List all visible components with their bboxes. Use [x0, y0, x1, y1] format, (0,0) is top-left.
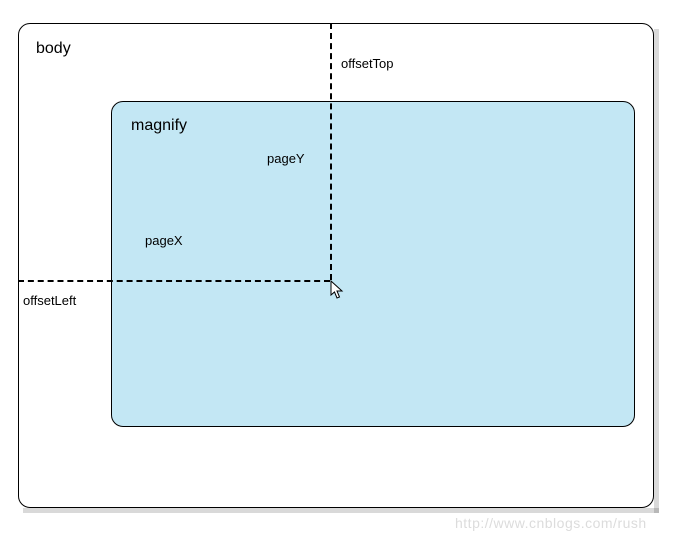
vertical-dashed-line: [330, 23, 332, 280]
shadow-bottom: [23, 508, 659, 513]
magnify-box: [111, 101, 635, 427]
shadow-right: [654, 29, 659, 513]
body-label: body: [36, 40, 71, 58]
diagram-canvas: body magnify offsetTop pageY pageX offse…: [0, 0, 678, 536]
magnify-label: magnify: [131, 117, 187, 135]
cursor-icon: [330, 280, 346, 300]
offset-left-label: offsetLeft: [23, 293, 76, 308]
page-x-label: pageX: [145, 233, 183, 248]
horizontal-dashed-line: [18, 280, 330, 282]
offset-top-label: offsetTop: [341, 56, 394, 71]
watermark-text: http://www.cnblogs.com/rush: [455, 515, 647, 531]
page-y-label: pageY: [267, 151, 305, 166]
